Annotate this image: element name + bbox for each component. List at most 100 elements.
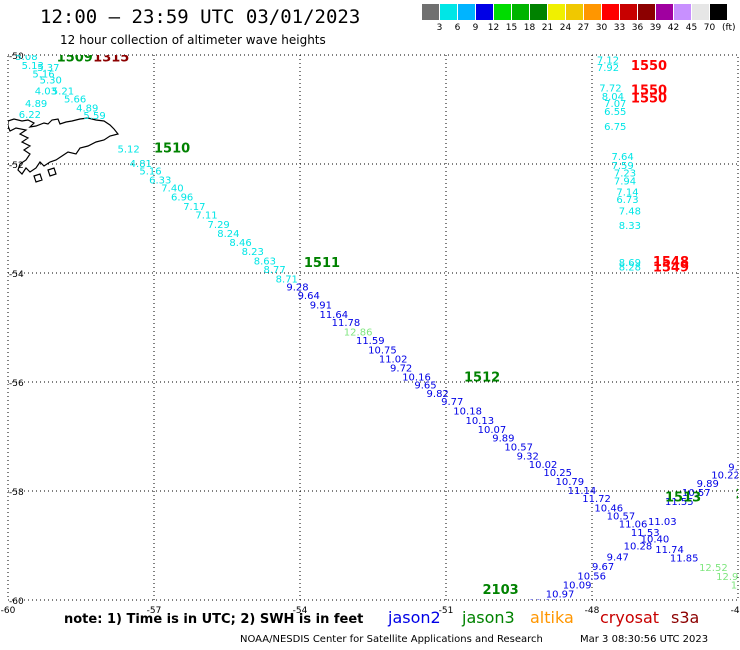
pass-time-label: 1315 — [93, 51, 129, 66]
satellite-name: cryosat — [600, 608, 660, 627]
lon-tick-label: -54 — [293, 606, 308, 616]
wave-height-value: 6.22 — [19, 110, 41, 121]
lon-tick-label: -60 — [1, 606, 16, 616]
wave-height-value: 9.72 — [390, 363, 412, 374]
wave-height-value: 9.67 — [592, 562, 614, 573]
wave-height-value: 6.55 — [604, 107, 626, 118]
wave-height-value: 4.89 — [25, 99, 47, 110]
wave-height-value: 7.72 — [599, 84, 621, 95]
wave-height-value: 10.56 — [577, 571, 606, 582]
legend-swatch — [476, 4, 493, 20]
wave-height-value: 5.08 — [15, 52, 37, 63]
legend-label: 42 — [667, 23, 680, 33]
legend-label: 3 — [436, 23, 443, 33]
legend-swatch — [566, 4, 583, 20]
wave-height-value: 7.92 — [597, 63, 619, 74]
pass-time-label: 1512 — [464, 371, 500, 386]
wave-height-value: 10.16 — [402, 373, 431, 384]
wave-height-value: 5.37 — [37, 63, 59, 74]
legend-label: 36 — [631, 23, 644, 33]
wave-height-value: 8.04 — [602, 92, 624, 103]
legend-label: 27 — [577, 23, 590, 33]
wave-height-value: 7.59 — [611, 161, 633, 172]
wave-height-value: 9.89 — [492, 434, 514, 445]
wave-height-value: 10.75 — [368, 345, 397, 356]
pass-time-label: 1513 — [665, 490, 701, 505]
wave-height-value: 11.02 — [379, 355, 408, 366]
wave-height-value: 8.77 — [264, 265, 286, 276]
legend-swatch — [494, 4, 511, 20]
wave-height-value: 11.53 — [631, 528, 660, 539]
wave-height-value: 11.55 — [665, 497, 694, 508]
wave-height-value: 5.59 — [83, 111, 105, 122]
wave-height-value: 10.57 — [682, 488, 711, 499]
legend-swatch — [638, 4, 655, 20]
wave-height-value: 11.03 — [648, 517, 677, 528]
wave-height-value: 11.85 — [670, 553, 699, 564]
wave-height-value: 9.31 — [728, 462, 740, 473]
wave-height-value: 10.57 — [607, 512, 636, 523]
legend-swatch — [440, 4, 457, 20]
wave-height-value: 12 — [731, 581, 740, 592]
wave-height-value: 5.13 — [22, 61, 44, 72]
wave-height-value: 6.75 — [604, 122, 626, 133]
wave-height-value: 10.97 — [546, 589, 575, 600]
wave-height-value: 11.06 — [619, 520, 648, 531]
footer-note: note: 1) Time is in UTC; 2) SWH is in fe… — [64, 612, 364, 627]
wave-height-value: 10.93 — [529, 599, 558, 610]
wave-height-value: 9.64 — [298, 291, 320, 302]
lon-tick-label: -48 — [585, 606, 600, 616]
wave-height-value: 11.64 — [319, 310, 348, 321]
wave-height-value: 8.33 — [619, 221, 641, 232]
wave-height-value: 7.94 — [614, 176, 636, 187]
legend-swatch — [530, 4, 547, 20]
legend-label: 18 — [523, 23, 536, 33]
pass-time-label: 1550 — [631, 59, 667, 74]
page-subtitle: 12 hour collection of altimeter wave hei… — [60, 33, 326, 47]
legend-swatch — [674, 4, 691, 20]
lat-tick-label: -56 — [9, 379, 24, 389]
legend-label: 30 — [595, 23, 608, 33]
generated-timestamp: Mar 3 08:30:56 UTC 2023 — [580, 634, 709, 645]
lat-tick-label: -54 — [9, 270, 24, 280]
wave-height-value: 10.40 — [641, 534, 670, 545]
wave-height-value: 11.14 — [568, 486, 597, 497]
wave-height-value: 9.91 — [310, 301, 332, 312]
wave-height-value: 6.73 — [616, 195, 638, 206]
lat-tick-label: -58 — [9, 488, 24, 498]
wave-height-value: 7.40 — [161, 183, 183, 194]
legend-swatch — [458, 4, 475, 20]
satellite-name: s3a — [671, 608, 700, 627]
wave-height-value: 8.63 — [254, 256, 276, 267]
wave-height-value: 7.17 — [183, 202, 205, 213]
pass-time-label: 2103 — [736, 488, 740, 503]
wave-height-value: 9.65 — [414, 381, 436, 392]
satellite-name: altika — [530, 608, 574, 627]
wave-height-value: 7.23 — [614, 169, 636, 180]
legend-swatch — [584, 4, 601, 20]
wave-height-value: 5.30 — [40, 76, 62, 87]
wave-height-value: 7.11 — [195, 211, 217, 222]
wave-height-value: 8.46 — [229, 238, 251, 249]
legend-swatch — [548, 4, 565, 20]
credit-text: NOAA/NESDIS Center for Satellite Applica… — [240, 634, 543, 645]
pass-time-label: 2103 — [483, 583, 519, 598]
pass-time-label: 1550 — [631, 92, 667, 107]
wave-height-value: 10.13 — [465, 416, 494, 427]
wave-height-value: 7.64 — [611, 152, 633, 163]
lon-tick-label: -51 — [439, 606, 454, 616]
wave-height-value: 5.21 — [52, 86, 74, 97]
page-title: 12:00 – 23:59 UTC 03/01/2023 — [40, 6, 361, 28]
wave-height-value: 10.02 — [529, 460, 558, 471]
pass-time-label: 1549 — [653, 260, 689, 275]
wave-height-value: 4.03 — [35, 86, 57, 97]
pass-time-label: 1511 — [304, 256, 340, 271]
wave-height-value: 7.48 — [619, 206, 641, 217]
wave-height-value: 7.29 — [208, 220, 230, 231]
wave-height-value: 10.28 — [624, 542, 653, 553]
legend-unit: (ft) — [722, 23, 736, 33]
pass-time-label: 1510 — [154, 142, 190, 157]
wave-height-value: 12.52 — [699, 563, 728, 574]
lon-tick-label: -45 — [731, 606, 740, 616]
wave-height-value: 7.07 — [604, 99, 626, 110]
